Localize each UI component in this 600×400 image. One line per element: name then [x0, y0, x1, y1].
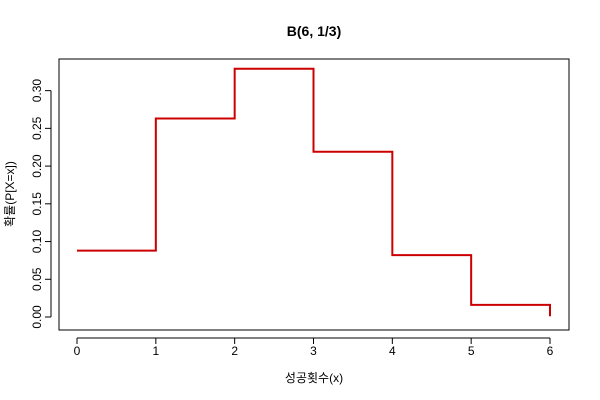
- x-tick-label: 2: [231, 344, 238, 358]
- y-tick-label: 0.20: [30, 154, 44, 178]
- x-axis: 0 1 2 3 4 5 6: [74, 337, 554, 358]
- x-tick-label: 5: [468, 344, 475, 358]
- y-tick-label: 0.05: [30, 267, 44, 291]
- x-tick-label: 3: [310, 344, 317, 358]
- y-tick-label: 0.30: [30, 79, 44, 103]
- y-tick-label: 0.15: [30, 192, 44, 216]
- series-step-line: [77, 67, 551, 317]
- plot-frame: [58, 58, 570, 331]
- x-tick-label: 6: [547, 344, 554, 358]
- chart-title: B(6, 1/3): [287, 23, 341, 39]
- y-tick-label: 0.25: [30, 116, 44, 140]
- x-tick-label: 4: [389, 344, 396, 358]
- y-tick-label: 0.00: [30, 305, 44, 329]
- y-axis: 0.00 0.05 0.10 0.15 0.20 0.25 0.30: [30, 79, 52, 329]
- y-tick-label: 0.10: [30, 230, 44, 254]
- x-tick-label: 0: [74, 344, 81, 358]
- y-axis-label: 확률(P[X=x]): [3, 161, 17, 227]
- x-tick-label: 1: [152, 344, 159, 358]
- x-axis-label: 성공횟수(x): [285, 371, 343, 385]
